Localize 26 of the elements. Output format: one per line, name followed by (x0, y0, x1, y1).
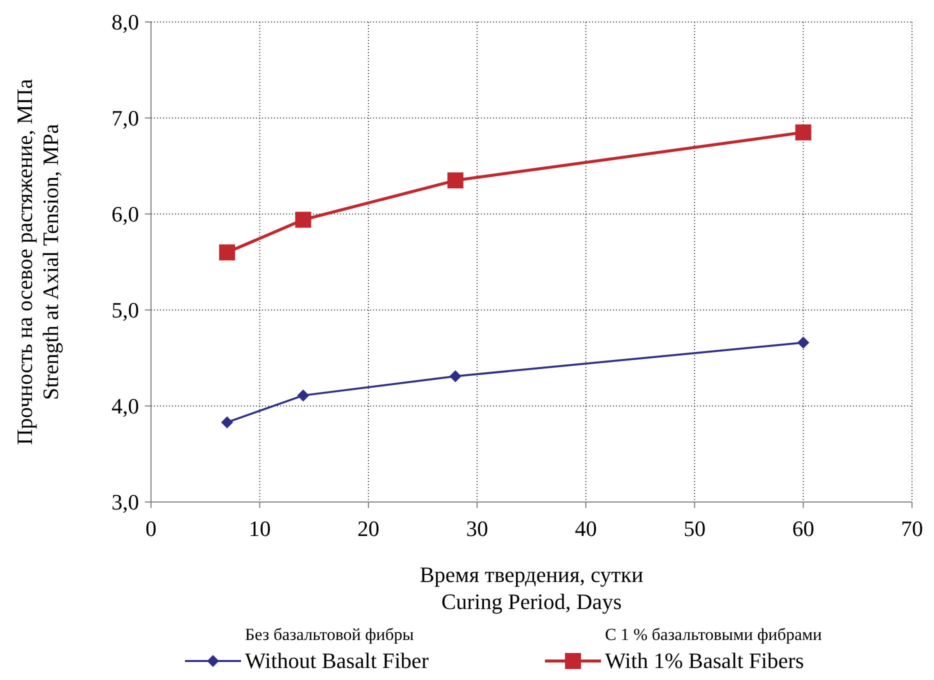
x-tick-label: 10 (248, 516, 271, 541)
x-axis-title: Время твердения, сутки Curing Period, Days (420, 562, 644, 614)
x-tick-label: 60 (792, 516, 814, 541)
y-tick-label: 3,0 (112, 490, 139, 515)
y-tick-label: 6,0 (112, 202, 139, 227)
x-tick-label: 50 (684, 516, 706, 541)
point (449, 370, 462, 382)
point (297, 389, 310, 402)
x-tick-label: 40 (574, 516, 597, 541)
point (295, 212, 312, 228)
point (795, 124, 812, 140)
y-tick-label: 7,0 (112, 106, 139, 131)
y-tick-label: 5,0 (112, 298, 139, 323)
legend-label: Без базальтовой фибры Without Basalt Fiber (245, 625, 430, 673)
point (221, 416, 234, 428)
y-tick-label: 4,0 (112, 394, 139, 419)
x-tick-label: 30 (466, 516, 488, 541)
x-tick-label: 20 (357, 516, 380, 541)
x-tick-label: 0 (146, 516, 156, 541)
y-tick-label: 8,0 (112, 10, 139, 35)
point (447, 172, 464, 188)
y-axis-title: Прочность на осевое растяжение, МПа Strength at Axial Tension, MPa (12, 78, 63, 445)
legend-label: С 1 % базальтовыми фибрами With 1% Basalt Fibers (605, 625, 822, 673)
x-tick-label: 70 (901, 516, 923, 541)
point (219, 244, 236, 260)
point (797, 336, 810, 349)
